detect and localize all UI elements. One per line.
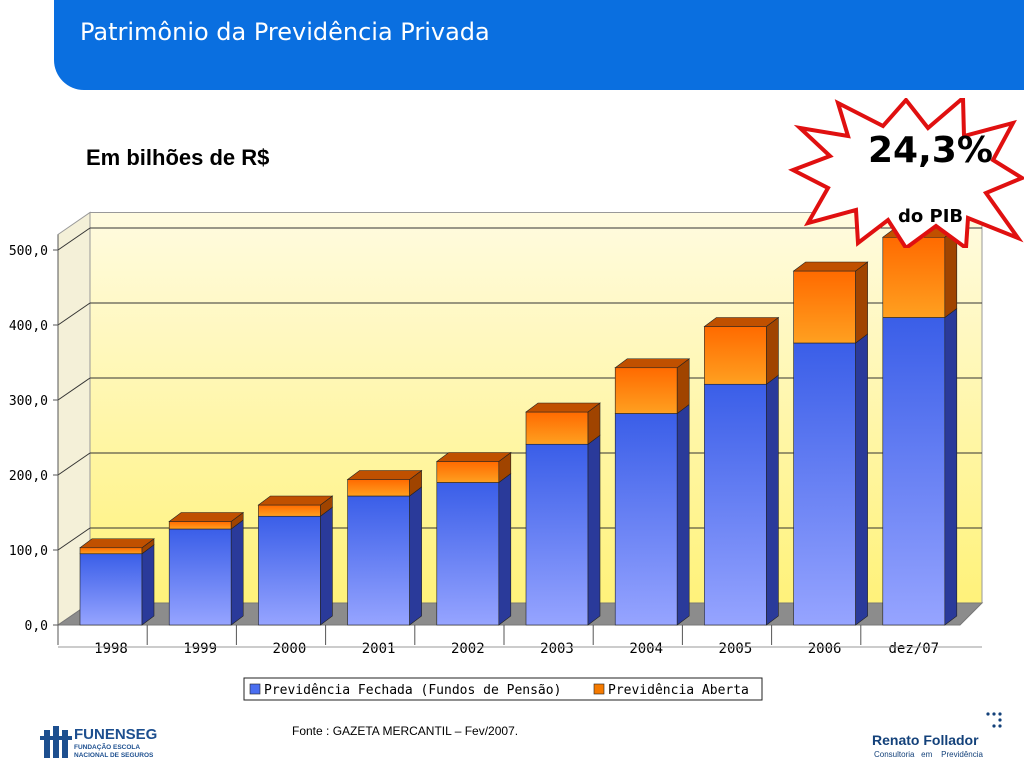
header-bar [54, 0, 1024, 90]
bar-side [141, 544, 155, 626]
bar-top [703, 317, 780, 327]
funenseg-subtitle: FUNDAÇÃO ESCOLA NACIONAL DE SEGUROS [74, 744, 154, 759]
bar-top [525, 402, 601, 413]
renato-follador-name: Renato Follador [872, 732, 979, 748]
x-tick-label: 2001 [362, 641, 396, 657]
bar-segment [882, 317, 946, 626]
bar-side [855, 261, 868, 344]
legend-box [243, 677, 763, 701]
legend-label-aberta: Previdência Aberta [608, 683, 749, 698]
page-title: Patrimônio da Previdência Privada [80, 18, 490, 46]
renato-follador-logo: Renato Follador Consultoria em Previdênc… [866, 710, 1016, 766]
bar-segment [614, 367, 678, 414]
bar-side [766, 316, 779, 385]
x-tick-label: 2003 [540, 641, 574, 657]
bar-segment [704, 326, 767, 385]
bar-top [257, 495, 334, 506]
bar-segment [347, 495, 410, 626]
bar-side [498, 472, 512, 626]
bar-side [676, 403, 690, 626]
source-note: Fonte : GAZETA MERCANTIL – Fev/2007. [292, 724, 519, 738]
bar-segment [793, 342, 856, 626]
bar-top [168, 512, 245, 522]
bar-segment [168, 521, 232, 530]
legend-label-fechada: Previdência Fechada (Fundos de Pensão) [264, 683, 561, 698]
bar-segment [525, 443, 589, 626]
bar-side [766, 374, 779, 626]
starburst-callout [788, 98, 1024, 248]
y-tick-label: 300,0 [9, 394, 48, 409]
x-tick-label: 2004 [629, 641, 663, 657]
bar-side [587, 434, 601, 626]
y-tick-label: 0,0 [25, 619, 48, 634]
dots-icon [986, 712, 1002, 728]
renato-follador-subtitle: Consultoria em Previdência [874, 750, 983, 759]
bar-side [409, 486, 422, 626]
funenseg-emblem-icon [40, 726, 72, 758]
x-tick-label: 1998 [94, 641, 128, 657]
bar-segment [79, 547, 143, 555]
gridline-side [57, 527, 91, 551]
bar-segment [168, 528, 232, 626]
gridline-side [57, 302, 91, 326]
bar-segment [258, 515, 321, 626]
bar-top [792, 261, 869, 272]
bar-segment [882, 236, 946, 318]
bar-segment [525, 411, 589, 445]
bar-top [435, 452, 512, 462]
bar-side [676, 358, 690, 415]
gridline-side [57, 227, 91, 251]
x-tick-label: 1999 [183, 641, 217, 657]
y-tick-label: 400,0 [9, 319, 48, 334]
stacked-bar-chart: 0,0 100,0 200,0 300,0 400,0 500,0 1998 1999 2000… [9, 211, 984, 701]
pib-label: do PIB [898, 206, 964, 227]
funenseg-name: FUNENSEG [74, 726, 158, 743]
bar-top [346, 470, 423, 480]
bar-side [320, 506, 333, 626]
x-tick-label: 2000 [273, 641, 307, 657]
bar-segment [704, 383, 767, 626]
x-tick-label: dez/07 [889, 641, 940, 657]
pib-percent: 24,3% [868, 130, 993, 171]
x-tick-label: 2002 [451, 641, 485, 657]
bar-segment [436, 461, 500, 483]
bar-top [614, 358, 691, 369]
bar-segment [258, 504, 321, 517]
bar-segment [79, 553, 143, 626]
y-tick-label: 200,0 [9, 469, 48, 484]
bar-segment [347, 479, 410, 497]
gridline-side [57, 452, 91, 476]
x-tick-label: 2005 [719, 641, 753, 657]
bar-segment [436, 482, 500, 626]
bar-segment [793, 270, 856, 344]
y-tick-label: 100,0 [9, 544, 48, 559]
bar-side [944, 307, 958, 626]
y-tick-label: 500,0 [9, 244, 48, 259]
funenseg-logo: FUNENSEG FUNDAÇÃO ESCOLA NACIONAL DE SEG… [40, 724, 170, 764]
bar-side [230, 519, 244, 626]
chart-subtitle: Em bilhões de R$ [86, 145, 270, 170]
legend-swatch-aberta [593, 683, 605, 695]
gridline-side [57, 377, 91, 401]
bar-segment [614, 413, 678, 626]
legend-swatch-fechada [249, 683, 261, 695]
bar-side [855, 333, 868, 626]
x-tick-label: 2006 [808, 641, 842, 657]
bar-top [79, 538, 155, 549]
